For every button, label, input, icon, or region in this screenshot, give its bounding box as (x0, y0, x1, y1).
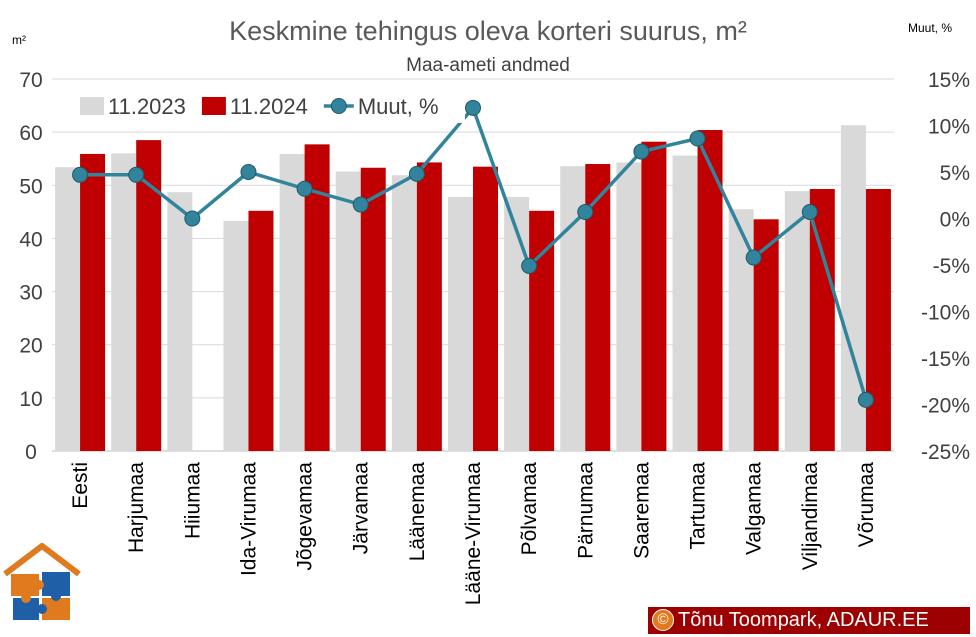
change-point (577, 203, 594, 220)
change-point (745, 249, 762, 266)
bar-11-2024 (136, 140, 162, 451)
legend-marker (330, 98, 347, 114)
bar-11-2024 (697, 130, 723, 451)
category-label: Läänemaa (406, 462, 429, 562)
category-label: Viljandimaa (799, 462, 822, 570)
legend-label: Muut, % (358, 94, 439, 119)
category-label: Pärnumaa (574, 462, 597, 559)
left-axis-ticks: 0 10 20 30 40 50 60 70 (19, 69, 42, 464)
category-labels: Eesti Harjumaa Hiiumaa Ida-Virumaa Jõgevamaa… (69, 462, 878, 606)
copyright-icon: © (652, 609, 674, 631)
change-line (72, 99, 874, 408)
left-tick-label: 20 (19, 335, 42, 358)
bar-11-2023 (504, 196, 530, 451)
legend-background (70, 87, 465, 123)
right-tick-label: -15% (921, 348, 970, 371)
right-axis-unit: Muut, % (908, 21, 952, 35)
bar-11-2024 (248, 210, 274, 451)
bar-11-2023 (616, 162, 642, 452)
change-point (408, 165, 425, 182)
left-tick-label: 40 (19, 228, 42, 251)
copyright-credit: © Tõnu Toompark, ADAUR.EE (648, 607, 970, 634)
change-point (352, 196, 369, 213)
category-label: Võrumaa (855, 462, 878, 548)
left-tick-label: 0 (25, 441, 37, 464)
bar-11-2023 (391, 175, 417, 451)
right-tick-label: -5% (933, 255, 970, 278)
left-tick-label: 60 (19, 122, 42, 145)
change-point (689, 130, 706, 147)
category-label: Saaremaa (630, 462, 653, 559)
bars (55, 125, 891, 452)
right-tick-label: -10% (921, 302, 970, 325)
legend-swatch (201, 97, 226, 115)
change-point (465, 99, 481, 116)
change-point (857, 391, 874, 408)
category-label: Harjumaa (125, 462, 148, 553)
right-tick-label: 0% (940, 209, 970, 232)
right-tick-label: -25% (921, 441, 970, 464)
bar-11-2024 (809, 189, 835, 451)
category-label: Hiiumaa (181, 462, 204, 539)
right-tick-label: 5% (940, 162, 970, 185)
bar-11-2023 (448, 196, 473, 451)
bar-11-2023 (672, 155, 698, 452)
legend-swatch (80, 97, 104, 115)
change-point (296, 180, 313, 197)
chart-title: Keskmine tehingus oleva korteri suurus, … (229, 16, 747, 46)
bar-11-2023 (55, 167, 81, 451)
right-tick-label: -20% (921, 395, 970, 418)
category-label: Valgamaa (743, 462, 766, 555)
left-tick-label: 30 (19, 282, 42, 305)
bar-11-2023 (223, 220, 249, 451)
change-point (801, 203, 818, 220)
bar-11-2024 (80, 153, 106, 451)
category-label: Järvamaa (350, 462, 373, 555)
category-label: Tartumaa (687, 462, 710, 550)
chart-subtitle: Maa-ameti andmed (406, 55, 570, 76)
category-label: Ida-Virumaa (237, 462, 260, 576)
left-axis-unit: m² (12, 33, 26, 47)
change-point (240, 164, 257, 180)
bar-11-2024 (865, 189, 891, 451)
left-tick-label: 10 (19, 388, 42, 411)
legend: 11.2023 11.2024 Muut, % (70, 87, 465, 123)
change-point (521, 257, 538, 274)
legend-label: 11.2024 (230, 94, 308, 119)
category-label: Eesti (69, 462, 92, 509)
left-tick-label: 70 (19, 69, 42, 92)
bar-11-2024 (360, 167, 386, 451)
bar-11-2023 (784, 191, 810, 452)
bar-11-2024 (473, 166, 498, 451)
credit-text: Tõnu Toompark, ADAUR.EE (678, 609, 929, 631)
category-label: Jõgevamaa (294, 462, 317, 571)
puzzle-house-logo (3, 543, 81, 620)
right-axis-ticks: -25% -20% -15% -10% -5% 0% 5% 10% 15% (921, 69, 970, 464)
right-tick-label: 10% (928, 116, 970, 139)
right-tick-label: 15% (928, 69, 970, 92)
bar-11-2023 (167, 192, 193, 452)
bar-11-2023 (111, 153, 137, 451)
legend-label: 11.2023 (108, 94, 186, 119)
change-point (633, 143, 650, 160)
change-point (184, 210, 201, 227)
bar-11-2024 (529, 210, 555, 451)
change-point (72, 166, 89, 183)
bar-11-2023 (279, 153, 305, 451)
bar-11-2023 (728, 209, 754, 451)
bar-11-2023 (335, 171, 361, 451)
category-label: Põlvamaa (518, 462, 541, 556)
change-point (128, 166, 145, 183)
bar-11-2024 (641, 141, 667, 452)
left-tick-label: 50 (19, 175, 42, 198)
bar-11-2024 (416, 162, 442, 452)
category-label: Lääne-Virumaa (462, 462, 485, 606)
